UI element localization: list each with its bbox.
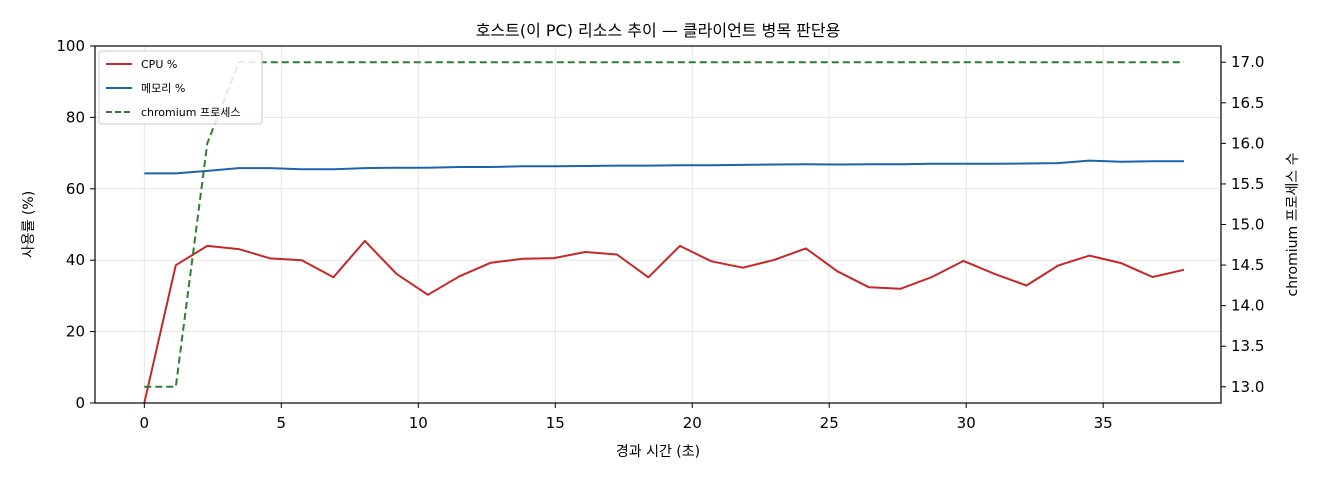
y2-tick-label: 15.5 (1231, 175, 1264, 193)
x-tick-label: 35 (1094, 414, 1113, 432)
series-layer (143, 61, 1185, 404)
legend-label-memory: 메모리 % (141, 82, 185, 95)
y2-tick-label: 16.5 (1231, 94, 1264, 112)
x-tick-label: 0 (140, 414, 150, 432)
legend-label-chromium: chromium 프로세스 (141, 106, 240, 119)
y-tick-label: 80 (66, 108, 85, 126)
y2-axis-label: chromium 프로세스 수 (1285, 152, 1301, 296)
y-tick-label: 0 (75, 394, 85, 412)
chart-title: 호스트(이 PC) 리소스 추이 — 클라이언트 병목 판단용 (476, 21, 841, 40)
y-tick-label: 40 (66, 251, 85, 269)
y-tick-label: 100 (56, 37, 85, 55)
x-tick-label: 25 (820, 414, 839, 432)
x-tick-label: 10 (409, 414, 428, 432)
y2-tick-label: 13.0 (1231, 378, 1264, 396)
y2-tick-label: 13.5 (1231, 337, 1264, 355)
chromium-line (144, 61, 1184, 388)
y2-tick-label: 16.0 (1231, 134, 1264, 152)
x-tick-label: 30 (957, 414, 976, 432)
memory-line (144, 159, 1184, 175)
x-tick-label: 20 (683, 414, 702, 432)
y2-tick-label: 15.0 (1231, 216, 1264, 234)
legend-box (98, 50, 263, 125)
legend-label-cpu: CPU % (141, 58, 177, 71)
y-axis-label: 사용률 (%) (21, 191, 37, 258)
y2-tick-label: 14.0 (1231, 297, 1264, 315)
legend: CPU % 메모리 % chromium 프로세스 (98, 50, 263, 125)
x-tick-label: 15 (546, 414, 565, 432)
y2-tick-label: 17.0 (1231, 53, 1264, 71)
y-tick-label: 20 (66, 323, 85, 341)
cpu-line (143, 239, 1185, 404)
y2-tick-label: 14.5 (1231, 256, 1264, 274)
y-tick-label: 60 (66, 180, 85, 198)
x-axis-label: 경과 시간 (초) (616, 444, 700, 460)
x-tick-label: 5 (277, 414, 287, 432)
axes: 0 5 10 15 20 25 30 35 0 20 40 60 80 100 13.0 13.5 14.0 14… (56, 37, 1264, 432)
